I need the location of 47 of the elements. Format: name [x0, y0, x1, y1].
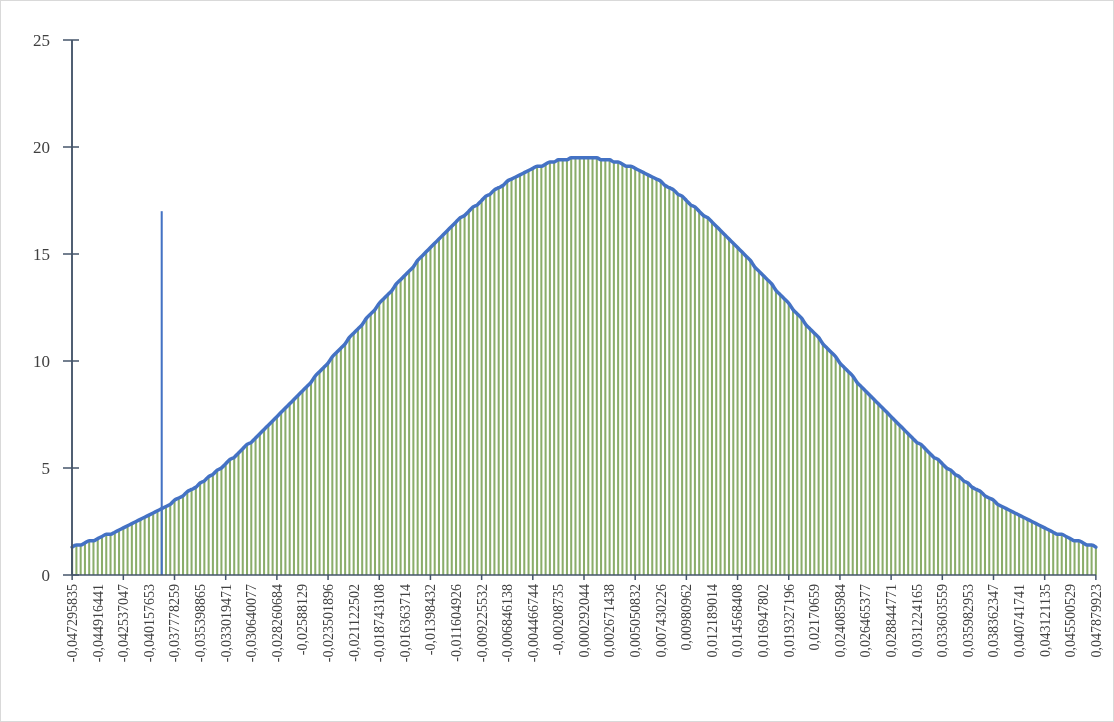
- x-tick-label: -0,042537047: [116, 584, 132, 663]
- x-tick-label: 0,040741741: [1011, 584, 1027, 658]
- x-tick-label: 0,019327196: [781, 584, 797, 658]
- x-tick-label: 0,031224165: [909, 584, 925, 658]
- x-tick-label: 0,033603559: [935, 584, 951, 658]
- x-tick-label: -0,028260684: [269, 584, 285, 663]
- x-tick-label: -0,009225532: [474, 584, 490, 663]
- x-tick-label: 0,002671438: [602, 584, 618, 658]
- x-tick-label: 0,026465377: [858, 584, 874, 658]
- x-tick-label: 0,00980962: [679, 584, 695, 651]
- y-tick-label: 10: [33, 351, 50, 371]
- x-tick-label: 0,014568408: [730, 584, 746, 658]
- y-tick-label: 25: [33, 30, 50, 50]
- x-tick-label: -0,040157653: [141, 584, 157, 663]
- x-tick-label: 0,035982953: [960, 584, 976, 658]
- x-tick-label: 0,016947802: [756, 584, 772, 658]
- x-tick-label: -0,016363714: [397, 584, 413, 663]
- x-tick-label: -0,011604926: [448, 584, 464, 662]
- x-tick-label: 0,024085984: [832, 584, 848, 658]
- x-tick-label: 0,028844771: [884, 584, 900, 658]
- y-tick-label: 0: [41, 565, 50, 585]
- x-tick-label: -0,021122502: [346, 584, 362, 662]
- x-tick-label: 0,047879923: [1088, 584, 1104, 658]
- x-tick-label: -0,00208735: [551, 584, 567, 656]
- x-tick-label: -0,044916441: [90, 584, 106, 663]
- x-tick-label: -0,037778259: [167, 584, 183, 663]
- x-tick-label: 0,02170659: [807, 584, 823, 651]
- x-tick-label: -0,01398432: [423, 584, 439, 656]
- x-tick-label: -0,035398865: [193, 584, 208, 663]
- x-tick-label: 0,000292044: [576, 584, 592, 658]
- x-tick-label: -0,02588129: [295, 584, 311, 656]
- x-tick-label: 0,012189014: [704, 584, 720, 658]
- x-tick-label: 0,045500529: [1063, 584, 1079, 658]
- x-tick-label: -0,018743108: [372, 584, 388, 663]
- x-tick-label: -0,033019471: [218, 584, 234, 663]
- y-tick-label: 5: [41, 458, 50, 478]
- x-tick-label: -0,004466744: [525, 584, 541, 663]
- y-tick-label: 15: [33, 244, 50, 264]
- x-tick-label: 0,005050832: [628, 584, 644, 658]
- x-tick-label: -0,006846138: [500, 584, 516, 663]
- x-tick-label: 0,043121135: [1037, 584, 1053, 657]
- x-tick-label: 0,038362347: [986, 584, 1002, 658]
- x-tick-label: -0,047295835: [65, 584, 81, 663]
- x-tick-label: -0,023501896: [320, 584, 336, 663]
- y-tick-label: 20: [33, 137, 50, 157]
- x-tick-label: -0,030640077: [244, 584, 260, 663]
- x-tick-label: 0,007430226: [653, 584, 669, 658]
